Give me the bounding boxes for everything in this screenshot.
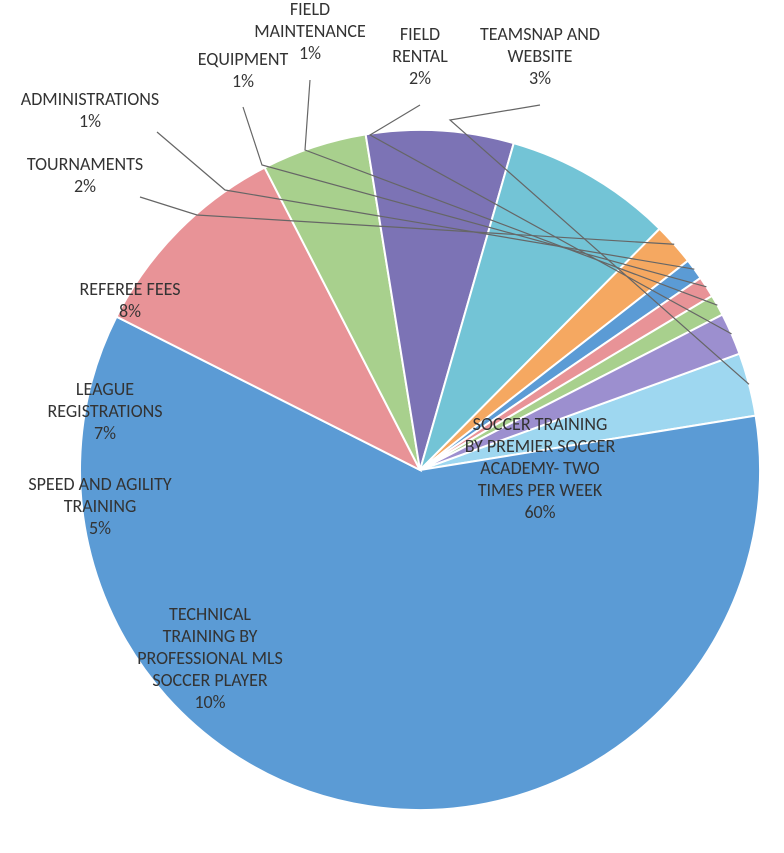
slice-label: TEAMSNAP ANDWEBSITE3% xyxy=(480,23,600,89)
slice-label: EQUIPMENT1% xyxy=(198,48,289,92)
slice-label: ADMINISTRATIONS1% xyxy=(21,88,159,132)
slice-label: FIELDRENTAL2% xyxy=(392,23,448,89)
pie-chart: TEAMSNAP ANDWEBSITE3%SOCCER TRAININGBY P… xyxy=(0,0,784,853)
slice-label: TOURNAMENTS2% xyxy=(27,153,143,197)
